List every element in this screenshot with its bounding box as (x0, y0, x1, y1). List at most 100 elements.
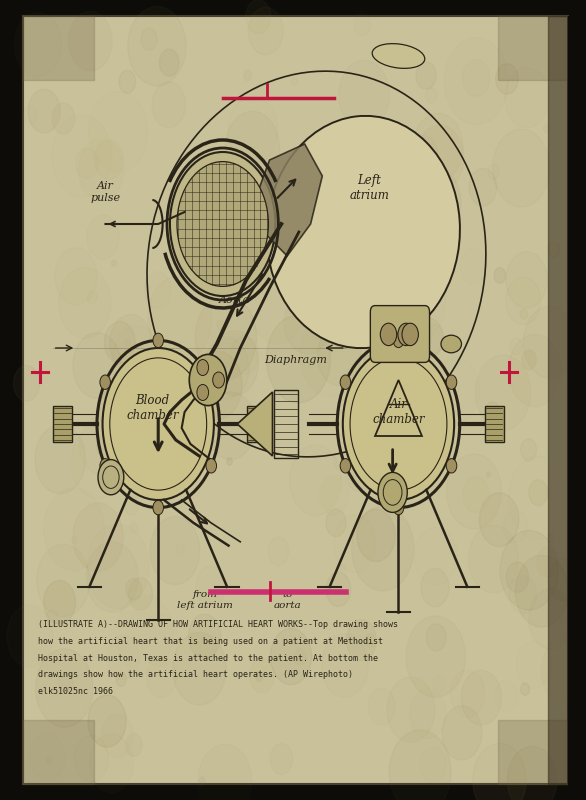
Circle shape (103, 348, 214, 500)
Circle shape (119, 70, 136, 93)
Circle shape (378, 472, 407, 513)
Circle shape (250, 658, 274, 693)
Circle shape (469, 168, 497, 206)
Circle shape (146, 394, 182, 442)
Circle shape (412, 430, 419, 439)
Text: (ILLUSTRATE A)--DRAWING OF HOW ARTIFICIAL HEART WORKS--Top drawing shows: (ILLUSTRATE A)--DRAWING OF HOW ARTIFICIA… (38, 620, 398, 629)
Circle shape (507, 746, 557, 800)
Ellipse shape (267, 116, 460, 348)
Circle shape (100, 375, 111, 390)
Circle shape (213, 372, 224, 388)
Bar (23, 16, 94, 80)
Circle shape (189, 354, 227, 406)
Circle shape (55, 247, 97, 305)
Circle shape (255, 672, 263, 682)
Text: Air
chamber: Air chamber (372, 398, 425, 426)
Circle shape (488, 164, 499, 179)
Circle shape (345, 452, 374, 492)
Circle shape (290, 445, 342, 515)
Circle shape (308, 187, 353, 249)
Circle shape (508, 334, 561, 406)
Circle shape (173, 191, 230, 268)
FancyBboxPatch shape (485, 406, 503, 442)
Circle shape (110, 314, 152, 373)
Circle shape (227, 458, 232, 466)
Circle shape (476, 355, 531, 430)
Circle shape (199, 777, 205, 785)
Text: from
left atrium: from left atrium (177, 590, 233, 610)
Circle shape (496, 64, 518, 94)
Circle shape (414, 318, 443, 358)
Text: elk51025nc 1966: elk51025nc 1966 (38, 687, 113, 696)
Bar (498, 720, 568, 784)
Circle shape (520, 683, 530, 695)
Circle shape (44, 581, 76, 624)
FancyBboxPatch shape (53, 406, 72, 442)
Circle shape (520, 439, 537, 461)
Circle shape (365, 634, 375, 647)
Circle shape (153, 333, 163, 347)
Circle shape (506, 252, 547, 308)
Circle shape (94, 140, 123, 179)
Circle shape (270, 629, 312, 685)
Circle shape (340, 458, 351, 473)
Circle shape (402, 323, 418, 346)
Circle shape (144, 272, 171, 308)
Circle shape (340, 375, 351, 390)
Circle shape (446, 458, 456, 473)
Circle shape (494, 267, 506, 283)
Circle shape (266, 315, 331, 402)
Circle shape (204, 387, 209, 394)
Circle shape (362, 304, 424, 388)
Circle shape (192, 351, 242, 419)
FancyBboxPatch shape (23, 16, 568, 784)
Circle shape (35, 425, 86, 494)
Circle shape (326, 573, 351, 606)
Circle shape (76, 148, 98, 178)
Circle shape (88, 695, 126, 747)
Bar (568, 16, 586, 784)
Ellipse shape (441, 335, 462, 353)
Circle shape (442, 706, 482, 760)
Circle shape (485, 402, 500, 422)
Circle shape (346, 620, 376, 661)
Bar (498, 16, 568, 80)
Ellipse shape (372, 44, 425, 68)
Circle shape (406, 616, 465, 698)
Circle shape (231, 336, 258, 374)
Circle shape (104, 322, 135, 363)
Circle shape (380, 323, 397, 346)
Text: Aorta: Aorta (219, 295, 250, 305)
Circle shape (398, 323, 414, 346)
Circle shape (414, 215, 451, 266)
Text: Left
atrium: Left atrium (349, 174, 389, 202)
Circle shape (522, 350, 536, 370)
Circle shape (99, 386, 135, 434)
Polygon shape (237, 392, 272, 456)
Bar (23, 720, 94, 784)
Circle shape (116, 672, 127, 686)
Circle shape (463, 477, 489, 513)
Circle shape (479, 493, 519, 546)
Circle shape (357, 510, 396, 562)
Text: Blood
chamber: Blood chamber (126, 394, 179, 422)
Circle shape (387, 677, 435, 742)
Circle shape (152, 82, 186, 128)
Circle shape (13, 366, 40, 401)
Circle shape (487, 472, 490, 477)
Circle shape (343, 348, 454, 500)
Bar (548, 16, 568, 784)
Text: Diaphragm: Diaphragm (264, 355, 328, 365)
Circle shape (444, 38, 508, 125)
Circle shape (541, 638, 586, 702)
Circle shape (197, 385, 209, 401)
Circle shape (500, 530, 558, 610)
Text: to
aorta: to aorta (273, 590, 301, 610)
Circle shape (148, 275, 212, 362)
Circle shape (146, 656, 176, 698)
Circle shape (153, 501, 163, 515)
Circle shape (473, 743, 526, 800)
Circle shape (416, 62, 436, 90)
Circle shape (393, 501, 404, 515)
Text: Air
pulse: Air pulse (90, 182, 121, 202)
